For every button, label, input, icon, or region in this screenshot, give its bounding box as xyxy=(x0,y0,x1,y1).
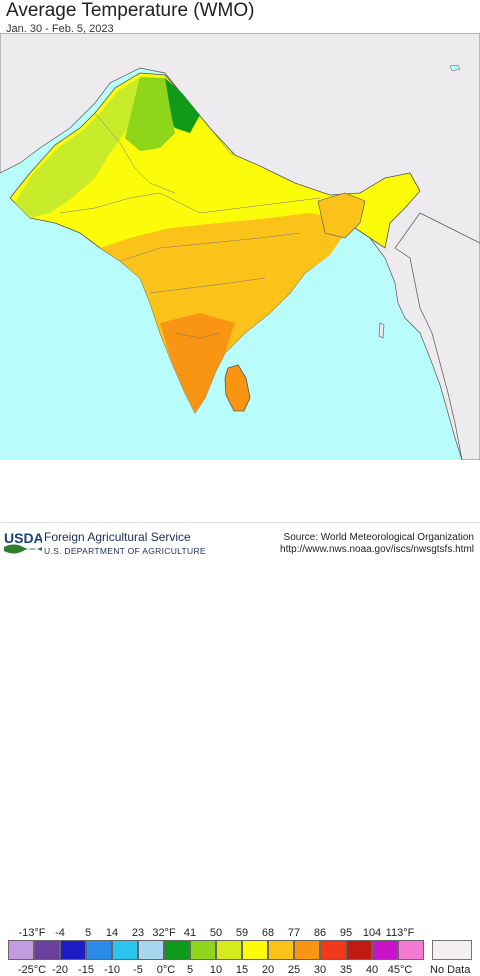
f-tick: -13°F xyxy=(18,927,46,939)
legend-swatch xyxy=(216,940,242,960)
temperature-map xyxy=(0,33,480,460)
c-tick: 10 xyxy=(209,964,223,976)
legend: -13°F -4 5 14 23 32°F 41 50 59 68 77 86 … xyxy=(0,460,480,976)
f-tick: 41 xyxy=(183,927,197,939)
date-range: Jan. 30 - Feb. 5, 2023 xyxy=(6,23,114,35)
c-tick: 35 xyxy=(339,964,353,976)
c-tick: 5 xyxy=(186,964,194,976)
deep-south-orange xyxy=(160,313,235,413)
legend-swatch xyxy=(346,940,372,960)
no-data-swatch xyxy=(432,940,472,960)
agency-name: Foreign Agricultural Service xyxy=(44,530,191,544)
map-title: Average Temperature (WMO) xyxy=(6,0,255,21)
f-tick: 14 xyxy=(105,927,119,939)
footer xyxy=(0,522,480,562)
no-data-label: No Data xyxy=(430,964,471,976)
usda-logo: USDA xyxy=(4,530,42,554)
legend-swatch xyxy=(268,940,294,960)
c-tick: -5 xyxy=(133,964,143,976)
legend-swatch xyxy=(138,940,164,960)
bangladesh-orange xyxy=(317,192,366,239)
c-tick: 15 xyxy=(235,964,249,976)
c-tick: 25 xyxy=(287,964,301,976)
source-url[interactable]: http://www.nws.noaa.gov/iscs/nwsgtsfs.ht… xyxy=(280,544,474,555)
f-tick: 5 xyxy=(84,927,92,939)
c-tick: -10 xyxy=(104,964,120,976)
sri-lanka xyxy=(224,364,251,412)
f-tick: 50 xyxy=(209,927,223,939)
f-tick: 32°F xyxy=(152,927,176,939)
legend-swatch xyxy=(320,940,346,960)
c-tick: -15 xyxy=(78,964,94,976)
admin-borders xyxy=(59,112,321,339)
c-tick: 20 xyxy=(261,964,275,976)
legend-swatch xyxy=(242,940,268,960)
f-tick: 23 xyxy=(131,927,145,939)
legend-swatch xyxy=(294,940,320,960)
f-tick: 59 xyxy=(235,927,249,939)
svg-text:USDA: USDA xyxy=(4,530,42,546)
legend-swatch xyxy=(372,940,398,960)
source-credit: Source: World Meteorological Organizatio… xyxy=(280,532,474,556)
c-tick: -20 xyxy=(52,964,68,976)
department-name: U.S. DEPARTMENT OF AGRICULTURE xyxy=(44,546,206,556)
legend-swatch xyxy=(164,940,190,960)
legend-swatch xyxy=(34,940,60,960)
kashmir-light-green xyxy=(125,77,175,151)
legend-swatch xyxy=(398,940,424,960)
legend-swatch xyxy=(190,940,216,960)
legend-swatch xyxy=(86,940,112,960)
f-tick: 113°F xyxy=(385,927,415,939)
south-india-orange xyxy=(100,213,345,413)
c-tick: 30 xyxy=(313,964,327,976)
c-tick: 45°C xyxy=(387,964,413,976)
legend-swatch xyxy=(8,940,34,960)
f-tick: -4 xyxy=(55,927,65,939)
legend-swatch xyxy=(60,940,86,960)
c-tick: 0°C xyxy=(156,964,176,976)
f-tick: 86 xyxy=(313,927,327,939)
f-tick: 77 xyxy=(287,927,301,939)
andaman-islands xyxy=(378,322,385,339)
f-tick: 95 xyxy=(339,927,353,939)
f-tick: 104 xyxy=(362,927,382,939)
pakistan-green-zone xyxy=(15,77,160,218)
f-tick: 68 xyxy=(261,927,275,939)
tibet-lake xyxy=(449,64,461,72)
myanmar-land xyxy=(394,212,480,460)
legend-swatch xyxy=(112,940,138,960)
c-tick: -25°C xyxy=(17,964,47,976)
source-line: Source: World Meteorological Organizatio… xyxy=(283,532,474,543)
c-tick: 40 xyxy=(365,964,379,976)
